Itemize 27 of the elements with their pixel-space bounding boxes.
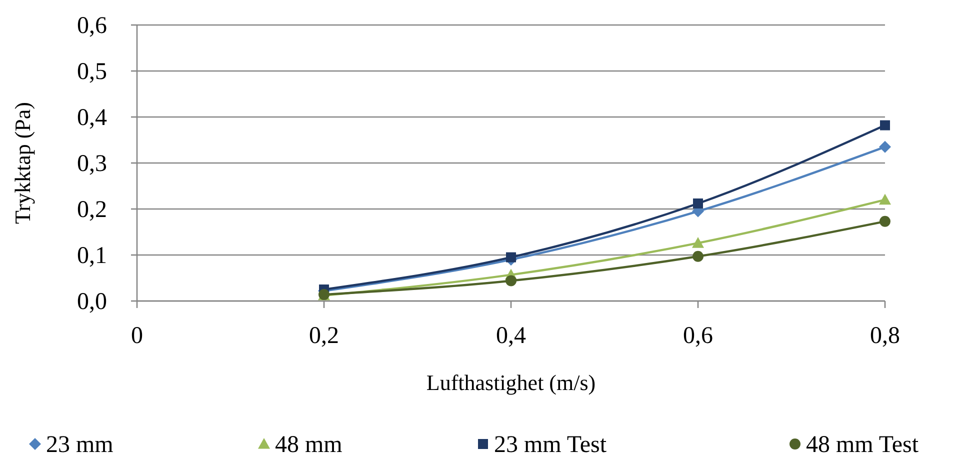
x-tick-label: 0,8 bbox=[870, 323, 900, 349]
point bbox=[506, 252, 516, 262]
x-axis-title: Lufthastighet (m/s) bbox=[426, 370, 596, 395]
point bbox=[692, 250, 704, 262]
y-axis-title: Trykktap (Pa) bbox=[10, 102, 35, 224]
point bbox=[506, 275, 516, 286]
y-tick-label: 0,2 bbox=[77, 197, 107, 223]
point bbox=[692, 237, 704, 248]
y-tick-label: 0,3 bbox=[77, 151, 107, 177]
point bbox=[880, 120, 890, 130]
point bbox=[880, 216, 890, 227]
y-tick-label: 0,6 bbox=[77, 13, 107, 39]
x-tick-label: 0,4 bbox=[496, 323, 526, 349]
legend-label: 48 mm bbox=[275, 432, 343, 458]
y-tick-label: 0,1 bbox=[77, 243, 107, 269]
point bbox=[879, 194, 891, 205]
point bbox=[693, 198, 703, 208]
x-tick-label: 0,2 bbox=[309, 323, 339, 349]
y-tick-label: 0,5 bbox=[77, 59, 107, 85]
x-tick-label: 0,6 bbox=[683, 323, 713, 349]
x-tick-label: 0 bbox=[131, 323, 143, 349]
legend-label: 23 mm Test bbox=[494, 432, 607, 458]
y-tick-label: 0,4 bbox=[77, 105, 107, 131]
point bbox=[879, 140, 891, 153]
legend-label: 48 mm Test bbox=[806, 432, 919, 458]
y-tick-label: 0,0 bbox=[77, 289, 107, 315]
legend-label: 23 mm bbox=[46, 432, 114, 458]
